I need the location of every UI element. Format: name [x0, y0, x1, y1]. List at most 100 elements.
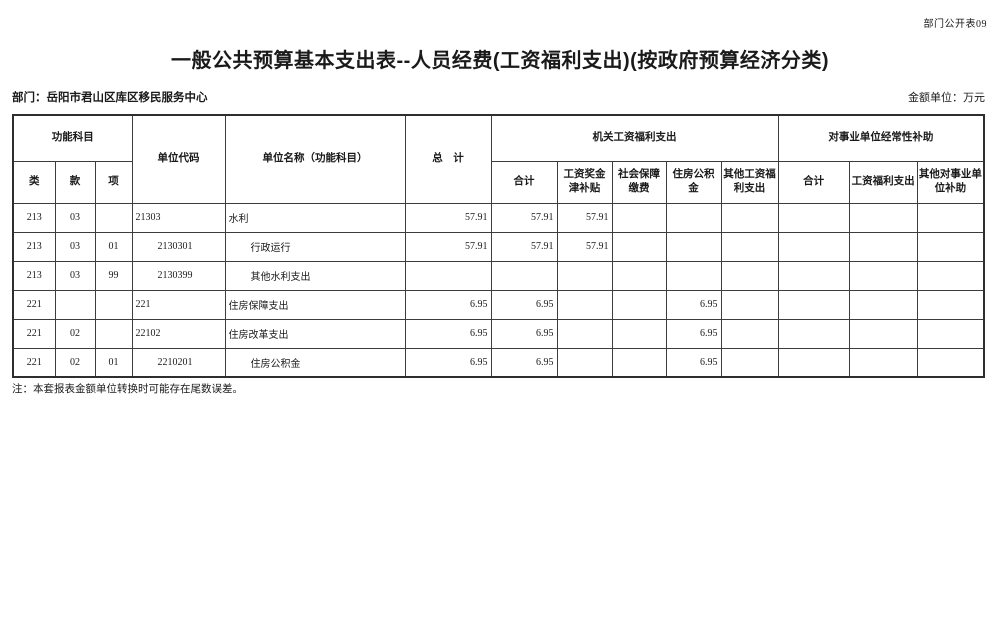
cell-inst-total: [777, 289, 850, 320]
header-org-other: 其他工资福利支出: [720, 160, 779, 204]
page-title: 一般公共预算基本支出表--人员经费(工资福利支出)(按政府预算经济分类): [171, 50, 829, 72]
header-class: 类: [12, 160, 56, 204]
cell-unit-code: 2130301: [131, 231, 226, 262]
cell-wage-bonus: [556, 347, 613, 378]
cell-grand-total: 57.91: [404, 231, 492, 262]
cell-housing-fund: 6.95: [665, 318, 722, 349]
cell-unit-name: 住房改革支出: [224, 318, 406, 349]
header-inst-subsidy-group: 对事业单位经常性补助: [777, 114, 985, 162]
meta-row: 部门：岳阳市君山区库区移民服务中心 金额单位：万元: [12, 89, 985, 105]
cell-wage-bonus: [556, 318, 613, 349]
cell-item: 99: [94, 260, 133, 291]
cell-inst-wage: [848, 231, 918, 262]
cell-section: 03: [54, 231, 96, 262]
cell-class: 213: [12, 231, 56, 262]
cell-inst-other: [916, 202, 985, 233]
cell-unit-code: 2210201: [131, 347, 226, 378]
table-row: 213 03 99 2130399 其他水利支出: [12, 260, 985, 291]
cell-grand-total: 6.95: [404, 318, 492, 349]
cell-unit-code: 22102: [131, 318, 226, 349]
cell-wage-bonus: [556, 260, 613, 291]
cell-org-total: 6.95: [490, 318, 558, 349]
footnote: 注：本套报表金额单位转换时可能存在尾数误差。: [12, 384, 243, 395]
cell-org-other: [720, 347, 779, 378]
cell-inst-total: [777, 231, 850, 262]
header-org-total: 合计: [490, 160, 558, 204]
cell-inst-total: [777, 260, 850, 291]
cell-item: [94, 318, 133, 349]
cell-item: 01: [94, 347, 133, 378]
cell-org-total: 6.95: [490, 289, 558, 320]
table-row: 221 02 22102 住房改革支出 6.95 6.95 6.95: [12, 318, 985, 349]
cell-grand-total: 57.91: [404, 202, 492, 233]
cell-org-other: [720, 231, 779, 262]
cell-inst-wage: [848, 289, 918, 320]
cell-wage-bonus: 57.91: [556, 202, 613, 233]
cell-section: 02: [54, 347, 96, 378]
cell-unit-code: 21303: [131, 202, 226, 233]
header-grand-total: 总 计: [404, 114, 492, 204]
cell-org-other: [720, 202, 779, 233]
cell-unit-code: 221: [131, 289, 226, 320]
table-row: 221 221 住房保障支出 6.95 6.95 6.95: [12, 289, 985, 320]
cell-org-other: [720, 318, 779, 349]
cell-section: [54, 289, 96, 320]
cell-inst-total: [777, 347, 850, 378]
cell-section: 03: [54, 260, 96, 291]
cell-social-security: [611, 202, 667, 233]
cell-org-other: [720, 260, 779, 291]
cell-inst-total: [777, 318, 850, 349]
cell-housing-fund: [665, 260, 722, 291]
table-header-row-2: 类 款 项 合计 工资奖金津补贴 社会保障缴费 住房公积金 其他工资福利支出 合…: [12, 160, 985, 204]
cell-inst-wage: [848, 347, 918, 378]
cell-housing-fund: 6.95: [665, 347, 722, 378]
header-item: 项: [94, 160, 133, 204]
table-row: 213 03 01 2130301 行政运行 57.91 57.91 57.91: [12, 231, 985, 262]
header-unit-code: 单位代码: [131, 114, 226, 204]
cell-item: [94, 289, 133, 320]
cell-inst-other: [916, 231, 985, 262]
header-inst-total: 合计: [777, 160, 850, 204]
cell-inst-total: [777, 202, 850, 233]
cell-class: 213: [12, 260, 56, 291]
cell-grand-total: 6.95: [404, 347, 492, 378]
cell-class: 221: [12, 318, 56, 349]
header-housing-fund: 住房公积金: [665, 160, 722, 204]
header-section: 款: [54, 160, 96, 204]
cell-class: 221: [12, 347, 56, 378]
table-header-row-1: 功能科目 单位代码 单位名称（功能科目） 总 计 机关工资福利支出 对事业单位经…: [12, 114, 985, 204]
cell-inst-other: [916, 347, 985, 378]
cell-inst-other: [916, 289, 985, 320]
cell-org-total: 57.91: [490, 231, 558, 262]
cell-social-security: [611, 318, 667, 349]
cell-unit-name: 水利: [224, 202, 406, 233]
cell-unit-name: 行政运行: [224, 231, 406, 262]
doc-sheet-label: 部门公开表09: [923, 19, 987, 30]
cell-social-security: [611, 347, 667, 378]
cell-wage-bonus: 57.91: [556, 231, 613, 262]
cell-social-security: [611, 289, 667, 320]
header-inst-wage-welfare: 工资福利支出: [848, 160, 918, 204]
header-func-subject: 功能科目: [12, 114, 133, 162]
cell-org-total: [490, 260, 558, 291]
cell-class: 221: [12, 289, 56, 320]
cell-grand-total: 6.95: [404, 289, 492, 320]
header-org-wage-welfare-group: 机关工资福利支出: [490, 114, 779, 162]
header-social-security: 社会保障缴费: [611, 160, 667, 204]
cell-inst-wage: [848, 202, 918, 233]
cell-inst-other: [916, 260, 985, 291]
table-row: 213 03 21303 水利 57.91 57.91 57.91: [12, 202, 985, 233]
header-wage-bonus: 工资奖金津补贴: [556, 160, 613, 204]
cell-class: 213: [12, 202, 56, 233]
cell-org-other: [720, 289, 779, 320]
amount-unit-label: 金额单位：万元: [908, 92, 985, 104]
cell-housing-fund: 6.95: [665, 289, 722, 320]
cell-inst-wage: [848, 318, 918, 349]
cell-unit-code: 2130399: [131, 260, 226, 291]
cell-org-total: 6.95: [490, 347, 558, 378]
cell-housing-fund: [665, 202, 722, 233]
budget-table: 功能科目 单位代码 单位名称（功能科目） 总 计 机关工资福利支出 对事业单位经…: [12, 114, 986, 378]
cell-item: [94, 202, 133, 233]
cell-item: 01: [94, 231, 133, 262]
